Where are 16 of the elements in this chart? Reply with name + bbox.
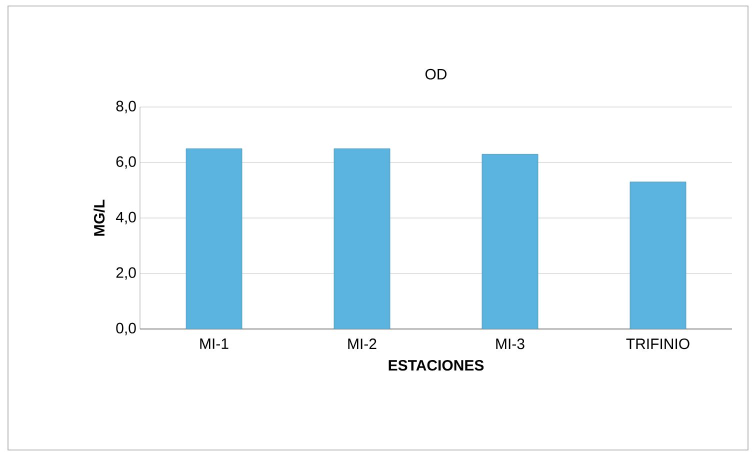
y-tick-label: 8,0 xyxy=(116,100,136,114)
x-tick-label: TRIFINIO xyxy=(626,338,690,350)
y-tick-label: 2,0 xyxy=(116,267,136,280)
chart-title: OD xyxy=(425,68,447,80)
y-axis-title: MG/L xyxy=(94,200,105,236)
bar xyxy=(334,148,390,329)
x-axis-title: ESTACIONES xyxy=(388,360,484,371)
y-tick-label: 4,0 xyxy=(116,212,136,224)
bar xyxy=(186,148,242,329)
x-tick-label: MI-1 xyxy=(200,338,228,349)
bar xyxy=(630,182,686,329)
y-tick-label: 0,0 xyxy=(116,322,136,336)
y-tick-label: 6,0 xyxy=(116,156,136,169)
bar xyxy=(482,154,538,329)
x-tick-label: MI-3 xyxy=(496,338,524,350)
x-tick-label: MI-2 xyxy=(348,338,376,350)
